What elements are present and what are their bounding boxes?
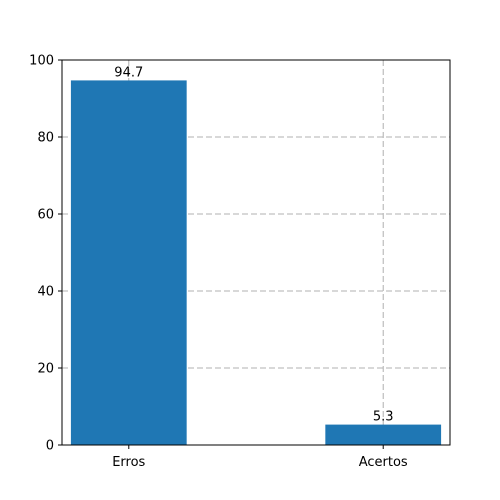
bar-value-label: 5.3 — [373, 410, 394, 425]
bar-acertos — [325, 425, 441, 445]
x-tick-label: Erros — [112, 455, 145, 470]
y-tick-label: 80 — [37, 131, 54, 146]
y-tick-label: 0 — [46, 439, 54, 454]
bar-value-label: 94.7 — [114, 65, 143, 80]
y-tick-label: 20 — [37, 362, 54, 377]
y-tick-label: 100 — [29, 54, 54, 69]
x-axis: Erros Acertos — [112, 445, 408, 470]
y-tick-label: 60 — [37, 208, 54, 223]
x-tick-label: Acertos — [359, 455, 408, 470]
y-axis: 0 20 40 60 80 100 — [29, 54, 62, 454]
bar-erros — [71, 80, 187, 445]
bars-layer — [71, 80, 441, 445]
y-tick-label: 40 — [37, 285, 54, 300]
